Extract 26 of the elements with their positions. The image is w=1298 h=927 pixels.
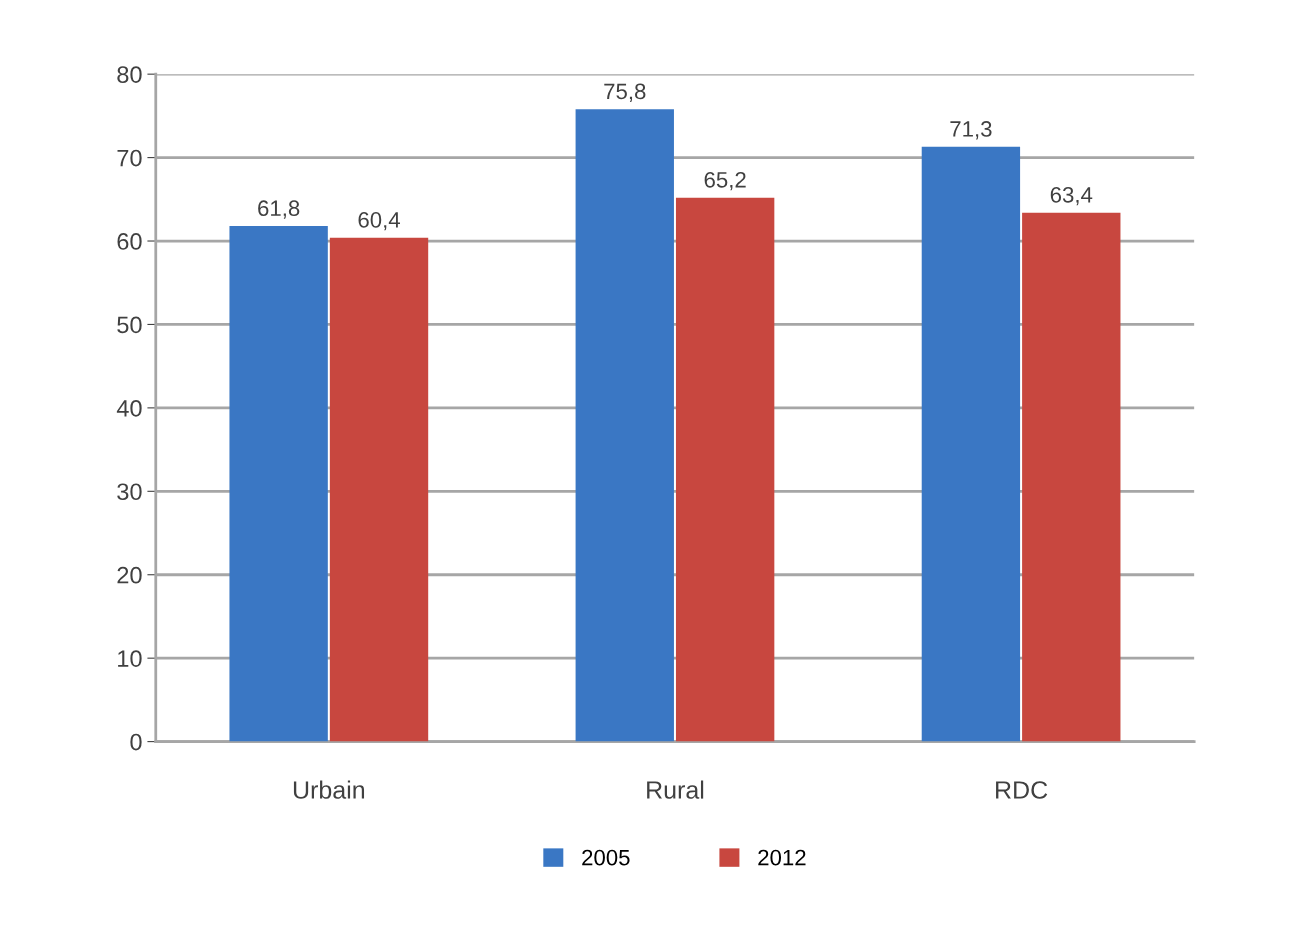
data-label: 65,2 xyxy=(704,171,746,191)
y-tick-label: 30 xyxy=(117,483,142,501)
data-label: 63,4 xyxy=(1050,186,1093,206)
y-tick-label: 80 xyxy=(117,66,142,83)
y-tick-label: 50 xyxy=(117,316,142,334)
legend-label: 2012 xyxy=(758,849,806,866)
y-tick-label: 10 xyxy=(118,650,142,667)
y-tick-label: 0 xyxy=(130,733,142,751)
legend-label: 2005 xyxy=(582,849,630,866)
x-tick-label: Rural xyxy=(647,780,704,799)
bar xyxy=(229,226,328,742)
bar xyxy=(921,146,1021,742)
bar xyxy=(675,197,775,742)
data-label: 75,8 xyxy=(604,83,646,102)
data-label: 61,8 xyxy=(258,200,300,219)
data-label: 60,4 xyxy=(358,212,400,231)
bar xyxy=(575,109,674,742)
x-tick-label: Urbain xyxy=(293,780,365,799)
y-tick-label: 60 xyxy=(117,233,142,250)
y-tick-label: 70 xyxy=(117,149,142,167)
bar xyxy=(1022,212,1121,742)
y-tick-label: 40 xyxy=(116,399,142,417)
data-label: 71,3 xyxy=(950,121,992,140)
y-tick-label: 20 xyxy=(117,566,142,584)
bar xyxy=(329,237,429,742)
x-tick-label: RDC xyxy=(996,781,1048,799)
